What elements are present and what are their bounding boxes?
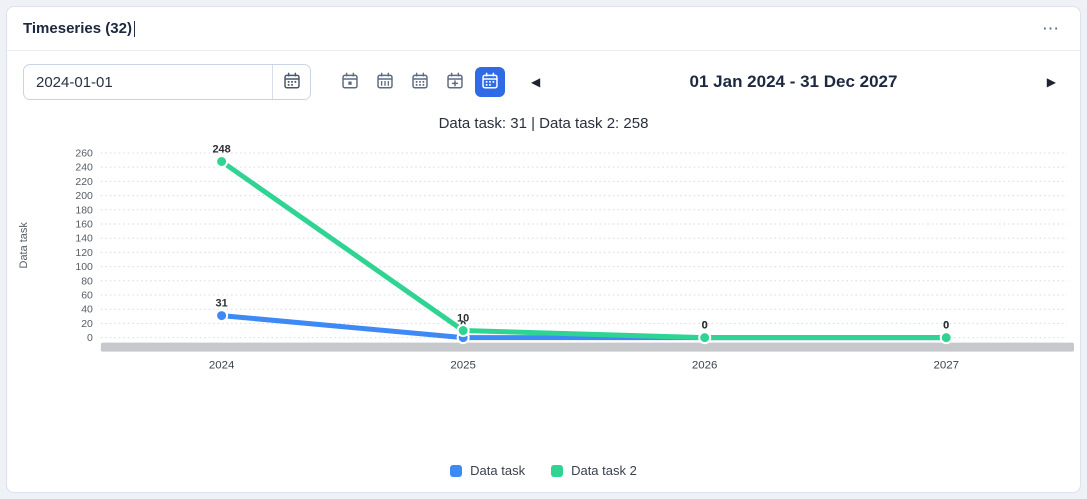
y-tick-label: 0 — [87, 333, 93, 344]
timeseries-card: Timeseries (32) ⋯ — [6, 6, 1081, 493]
y-axis-title: Data task — [18, 222, 30, 269]
toolbar: ◀ 01 Jan 2024 - 31 Dec 2027 ▶ — [7, 51, 1080, 100]
y-tick-label: 40 — [81, 305, 93, 316]
data-point[interactable] — [939, 331, 953, 345]
view-switcher — [335, 67, 505, 97]
data-point[interactable] — [456, 324, 470, 338]
calendar-week-icon — [376, 72, 394, 93]
card-header: Timeseries (32) ⋯ — [7, 7, 1080, 51]
legend-item[interactable]: Data task 2 — [551, 463, 637, 478]
point-label: 0 — [702, 320, 708, 332]
y-tick-label: 60 — [81, 291, 93, 302]
x-tick-label: 2026 — [692, 360, 718, 372]
y-tick-label: 160 — [75, 219, 93, 230]
y-tick-label: 80 — [81, 276, 93, 287]
prev-range-button[interactable]: ◀ — [523, 71, 548, 93]
point-label: 10 — [457, 313, 469, 325]
x-tick-label: 2025 — [450, 360, 476, 372]
calendar-plus-icon — [446, 72, 464, 93]
card-title[interactable]: Timeseries (32) — [23, 20, 135, 37]
point-label: 31 — [216, 298, 228, 310]
y-tick-label: 100 — [75, 262, 93, 273]
chart-legend: Data task Data task 2 — [7, 463, 1080, 478]
date-input[interactable] — [24, 65, 272, 99]
data-point[interactable] — [215, 309, 229, 323]
y-tick-label: 120 — [75, 248, 93, 259]
legend-swatch — [450, 464, 463, 477]
calendar-year-button[interactable] — [475, 67, 505, 97]
legend-item[interactable]: Data task — [450, 463, 525, 478]
chart-area[interactable]: 0 20 40 60 80 100 120 140 160 180 200 220 240 260 2024… — [7, 140, 1080, 380]
text-caret — [133, 20, 135, 37]
timeseries-chart[interactable]: 0204060801001201401601802002202402602024… — [13, 140, 1074, 380]
point-label: 248 — [212, 144, 230, 156]
x-tick-label: 2024 — [209, 360, 235, 372]
calendar-day-button[interactable] — [335, 67, 365, 97]
calendar-icon — [283, 72, 301, 93]
calendar-year-icon — [481, 72, 499, 93]
calendar-week-button[interactable] — [370, 67, 400, 97]
point-label: 0 — [943, 320, 949, 332]
date-input-group — [23, 64, 311, 100]
legend-swatch — [551, 464, 564, 477]
date-picker-button[interactable] — [272, 65, 310, 99]
y-tick-label: 20 — [81, 319, 93, 330]
y-tick-label: 220 — [75, 177, 93, 188]
calendar-month-button[interactable] — [405, 67, 435, 97]
date-range-label: 01 Jan 2024 - 31 Dec 2027 — [689, 72, 898, 91]
y-tick-label: 240 — [75, 163, 93, 174]
legend-label: Data task 2 — [571, 463, 637, 478]
chart-scrollbar[interactable] — [100, 342, 1074, 352]
data-point[interactable] — [215, 155, 229, 168]
y-tick-label: 140 — [75, 234, 93, 245]
next-range-button[interactable]: ▶ — [1039, 71, 1064, 93]
calendar-day-icon — [341, 72, 359, 93]
y-tick-label: 200 — [75, 191, 93, 202]
y-tick-label: 180 — [75, 205, 93, 216]
point-label: 0 — [943, 320, 949, 332]
calendar-month-icon — [411, 72, 429, 93]
x-tick-label: 2027 — [933, 360, 959, 372]
legend-label: Data task — [470, 463, 526, 478]
more-options-button[interactable]: ⋯ — [1040, 16, 1062, 41]
calendar-custom-button[interactable] — [440, 67, 470, 97]
card-title-text: Timeseries (32) — [23, 20, 132, 37]
y-tick-label: 260 — [75, 148, 93, 159]
chart-summary: Data task: 31 | Data task 2: 258 — [438, 115, 649, 132]
series-line[interactable] — [219, 159, 949, 341]
point-label: 0 — [702, 320, 708, 332]
data-point[interactable] — [698, 331, 712, 345]
